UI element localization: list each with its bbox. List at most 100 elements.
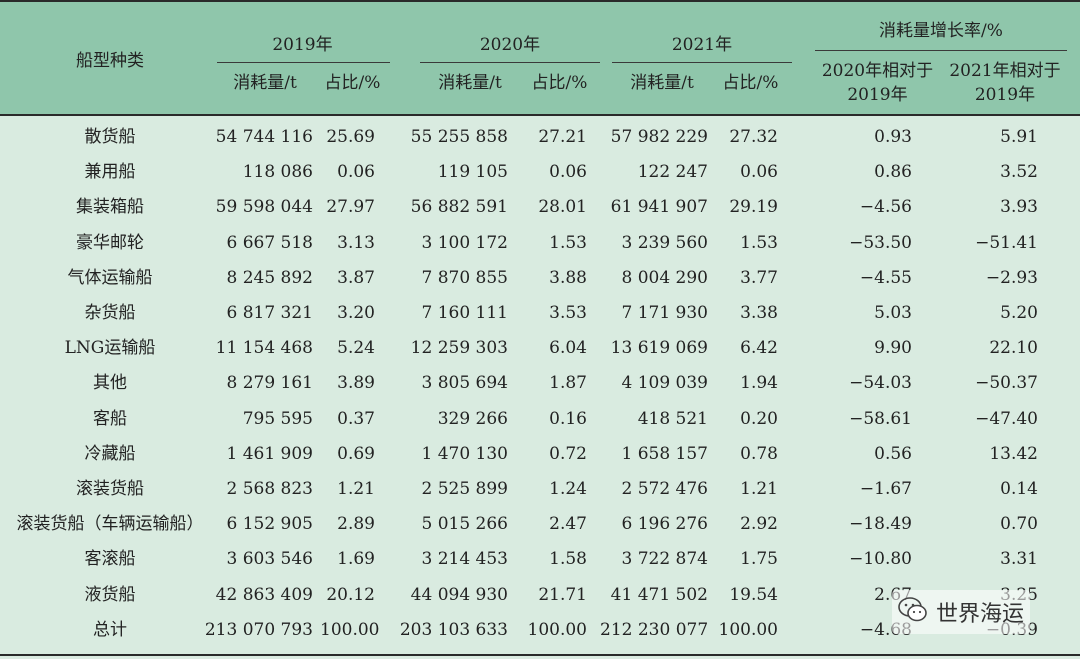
cell-consumption-2021: 41 471 502: [610, 584, 708, 605]
cell-growth-2020: −54.03: [849, 373, 912, 394]
cell-consumption-2019: 8 279 161: [226, 373, 313, 394]
cell-share-2020: 21.71: [538, 584, 587, 605]
cell-consumption-2021: 1 658 157: [621, 443, 708, 464]
cell-share-2019: 27.97: [326, 197, 375, 218]
cell-share-2019: 100.00: [320, 619, 380, 640]
cell-growth-2020: −4.55: [859, 267, 912, 288]
header-year-2021: 2021年: [671, 35, 733, 55]
cell-consumption-2021: 13 619 069: [610, 338, 708, 359]
cell-consumption-2019: 6 667 518: [226, 232, 313, 253]
table-row: 客船 795 595 0.37 329 266 0.16 418 521 0.20 −58.6…: [0, 402, 1080, 437]
cell-share-2021: 100.00: [718, 619, 778, 640]
header-rule-2019: [217, 62, 390, 63]
cell-share-2020: 1.58: [549, 549, 587, 570]
table-row: 集装箱船 59 598 044 27.97 56 882 591 28.01 61 941…: [0, 190, 1080, 225]
cell-share-2021: 1.53: [740, 232, 778, 253]
watermark-text: 世界海运: [936, 602, 1025, 627]
cell-growth-2020: 0.56: [874, 443, 912, 464]
cell-share-2020: 100.00: [527, 619, 587, 640]
cell-growth-2021: 3.52: [1000, 162, 1038, 183]
header-year-2019: 2019年: [272, 35, 333, 55]
header-ship-type: 船型种类: [76, 51, 144, 71]
table-row: 气体运输船 8 245 892 3.87 7 870 855 3.88 8 004 290…: [0, 261, 1080, 296]
header-growth-2021-line2: 2019年: [974, 85, 1036, 105]
cell-consumption-2021: 6 196 276: [621, 514, 708, 535]
cell-ship-type: 滚装货船: [76, 479, 144, 499]
cell-consumption-2020: 329 266: [437, 408, 508, 429]
cell-growth-2021: 3.93: [1000, 197, 1038, 218]
cell-growth-2020: 5.03: [874, 303, 912, 323]
table-row: 冷藏船 1 461 909 0.69 1 470 130 0.72 1 658 157 0.…: [0, 437, 1080, 472]
cell-share-2019: 3.13: [337, 232, 375, 253]
cell-ship-type: 集装箱船: [76, 197, 144, 218]
cell-growth-2021: 0.14: [1000, 479, 1038, 499]
table-row: 杂货船 6 817 321 3.20 7 160 111 3.53 7 171 930 3.…: [0, 296, 1080, 331]
cell-ship-type: 散货船: [84, 127, 136, 147]
cell-consumption-2019: 54 744 116: [215, 127, 313, 147]
cell-share-2020: 3.88: [549, 267, 587, 288]
cell-share-2019: 0.37: [337, 408, 375, 429]
cell-share-2021: 1.94: [740, 373, 778, 394]
cell-growth-2021: 13.42: [989, 443, 1038, 464]
cell-share-2019: 3.20: [337, 303, 375, 323]
cell-share-2019: 20.12: [326, 584, 375, 605]
cell-consumption-2020: 3 100 172: [421, 232, 508, 253]
cell-share-2020: 1.24: [549, 479, 587, 499]
header-rule-2020: [420, 62, 600, 63]
cell-consumption-2021: 61 941 907: [610, 197, 708, 218]
cell-consumption-2020: 12 259 303: [410, 338, 508, 359]
cell-share-2021: 6.42: [740, 338, 778, 359]
cell-share-2020: 6.04: [549, 338, 587, 359]
cell-share-2020: 3.53: [549, 303, 587, 323]
cell-share-2019: 3.87: [337, 267, 375, 288]
cell-ship-type: 豪华邮轮: [76, 232, 144, 253]
cell-ship-type: 其他: [93, 373, 127, 394]
cell-ship-type: 杂货船: [84, 303, 136, 323]
cell-consumption-2021: 2 572 476: [621, 479, 708, 499]
cell-share-2020: 2.47: [549, 514, 587, 535]
cell-share-2021: 1.21: [740, 479, 778, 499]
cell-share-2020: 0.16: [549, 408, 587, 429]
cell-consumption-2021: 418 521: [637, 408, 708, 429]
cell-ship-type: 气体运输船: [67, 267, 153, 288]
cell-consumption-2021: 8 004 290: [621, 267, 708, 288]
header-consumption-2019: 消耗量/t: [233, 73, 297, 93]
cell-consumption-2021: 57 982 229: [610, 127, 708, 147]
cell-consumption-2019: 59 598 044: [215, 197, 313, 218]
watermark: 世界海运: [892, 590, 1031, 634]
header-year-2020: 2020年: [479, 35, 541, 55]
cell-share-2021: 2.92: [740, 514, 778, 535]
header-share-2020: 占比/%: [531, 73, 588, 93]
cell-growth-2020: 9.90: [874, 338, 912, 359]
header-share-2019: 占比/%: [324, 73, 381, 93]
cell-share-2019: 2.89: [337, 514, 375, 535]
cell-growth-2020: −18.49: [849, 514, 912, 535]
cell-consumption-2019: 213 070 793: [204, 619, 313, 640]
cell-consumption-2019: 3 603 546: [226, 549, 313, 570]
cell-ship-type: 液货船: [84, 584, 136, 605]
cell-consumption-2019: 6 152 905: [226, 514, 313, 535]
cell-consumption-2020: 1 470 130: [421, 443, 508, 464]
cell-growth-2020: −4.56: [859, 197, 912, 218]
table-row: 散货船 54 744 116 25.69 55 255 858 27.21 57 982 …: [0, 120, 1080, 155]
cell-consumption-2020: 7 870 855: [421, 267, 508, 288]
cell-growth-2021: 5.91: [1000, 127, 1038, 147]
table-row: 其他 8 279 161 3.89 3 805 694 1.87 4 109 039 1.9…: [0, 366, 1080, 401]
cell-consumption-2019: 8 245 892: [226, 267, 313, 288]
cell-share-2021: 3.77: [740, 267, 778, 288]
cell-growth-2020: 0.86: [874, 162, 912, 183]
cell-consumption-2020: 3 214 453: [421, 549, 508, 570]
cell-share-2021: 29.19: [729, 197, 778, 218]
cell-share-2019: 25.69: [326, 127, 375, 147]
cell-consumption-2020: 56 882 591: [410, 197, 508, 218]
cell-share-2021: 1.75: [740, 549, 778, 570]
cell-consumption-2021: 4 109 039: [621, 373, 708, 394]
cell-share-2019: 0.69: [337, 443, 375, 464]
header-consumption-2021: 消耗量/t: [630, 73, 694, 93]
cell-growth-2021: 3.31: [1000, 549, 1038, 570]
cell-share-2019: 1.21: [337, 479, 375, 499]
cell-consumption-2021: 3 722 874: [621, 549, 708, 570]
table-body: 散货船 54 744 116 25.69 55 255 858 27.21 57 982 …: [0, 116, 1080, 657]
cell-growth-2021: 22.10: [989, 338, 1038, 359]
cell-growth-2021: −2.93: [985, 267, 1038, 288]
